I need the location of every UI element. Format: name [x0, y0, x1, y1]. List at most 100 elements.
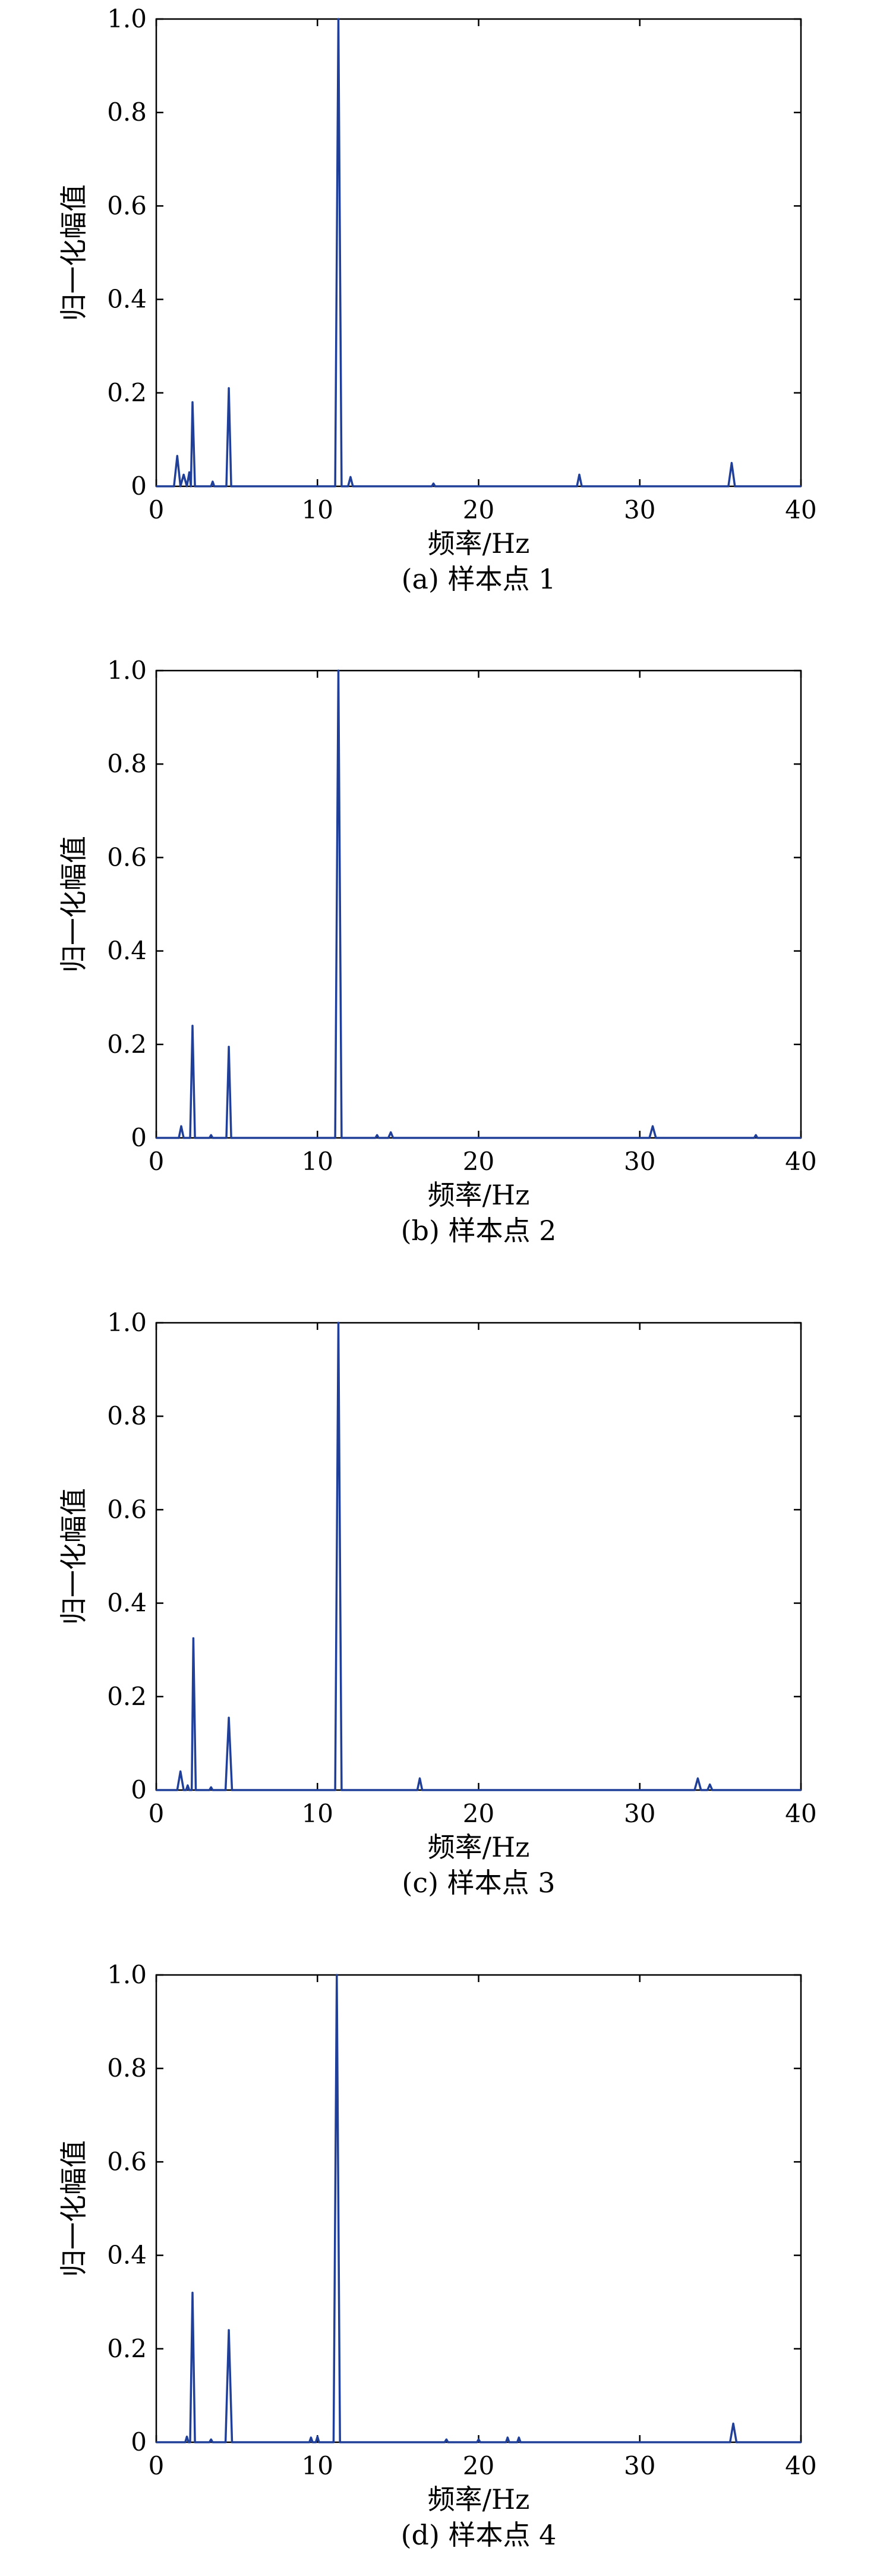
data-point [652, 1125, 654, 1127]
data-point [755, 1134, 756, 1136]
data-point [228, 1717, 229, 1718]
x-tick-label: 0 [149, 495, 165, 524]
data-point [156, 1789, 157, 1791]
data-point [709, 1784, 711, 1785]
y-axis-label: 归一化幅值 [58, 1488, 90, 1625]
data-point [194, 2442, 195, 2443]
data-point [729, 2442, 731, 2443]
data-point [649, 1137, 650, 1138]
data-point [694, 1789, 695, 1791]
data-point [387, 1137, 389, 1138]
data-point [188, 1789, 190, 1791]
spectrum-series-line [156, 18, 801, 487]
x-tick-label: 10 [302, 2451, 333, 2480]
data-point [581, 486, 582, 487]
data-point [339, 2442, 341, 2443]
data-point [335, 486, 336, 487]
data-point [317, 2436, 318, 2437]
data-point [176, 1789, 178, 1791]
x-tick-label: 30 [624, 2451, 655, 2480]
data-point [520, 2442, 521, 2443]
y-tick-label: 0 [131, 1775, 147, 1804]
data-point [701, 1789, 702, 1791]
y-tick-label: 1.0 [107, 1308, 147, 1337]
data-point [192, 401, 193, 403]
data-point [190, 2442, 191, 2443]
data-point [179, 486, 181, 487]
data-point [212, 481, 213, 482]
data-point [190, 486, 192, 487]
y-tick-label: 0.8 [107, 2053, 147, 2083]
data-point [375, 1137, 376, 1138]
data-point [800, 2442, 802, 2443]
data-point [655, 1137, 657, 1138]
data-point [226, 486, 227, 487]
data-point [183, 1789, 184, 1791]
data-point [193, 1637, 194, 1639]
plot-frame [155, 18, 802, 487]
data-point [390, 1131, 392, 1133]
y-tick-label: 0.4 [107, 1589, 147, 1618]
y-tick-label: 0.2 [107, 1030, 147, 1059]
data-point [335, 1137, 336, 1138]
data-point [419, 1778, 421, 1779]
y-tick-label: 0 [131, 471, 147, 501]
data-point [192, 2292, 193, 2294]
data-point [318, 2442, 320, 2443]
spectrum-series-line [156, 1974, 801, 2443]
x-tick-label: 30 [624, 1147, 655, 1176]
data-point [183, 1137, 184, 1138]
x-axis-label: 频率/Hz [428, 527, 530, 559]
data-point [431, 486, 433, 487]
y-axis-label: 归一化幅值 [58, 2140, 90, 2277]
x-tick-label: 30 [624, 495, 655, 524]
data-point [228, 1046, 229, 1048]
data-point [194, 1137, 195, 1138]
data-point [800, 486, 802, 487]
data-point [518, 2437, 520, 2438]
data-point [800, 1789, 802, 1791]
data-point [212, 2442, 213, 2443]
panel-caption: (b) 样本点 2 [401, 1215, 557, 1247]
data-point [210, 2439, 212, 2440]
y-tick-label: 0.2 [107, 1682, 147, 1711]
plot-frame [155, 669, 802, 1139]
data-point [228, 2329, 229, 2331]
data-point [209, 1789, 210, 1791]
spectrum-series-line [156, 1322, 801, 1791]
data-point [341, 486, 342, 487]
data-point [417, 1789, 418, 1791]
y-tick-label: 0.8 [107, 749, 147, 778]
y-tick-label: 0 [131, 2427, 147, 2457]
data-point [347, 486, 349, 487]
y-tick-label: 0.6 [107, 191, 147, 220]
data-point [479, 2442, 481, 2443]
x-axis-label: 频率/Hz [428, 1179, 530, 1211]
data-point [231, 486, 232, 487]
y-tick-label: 0.2 [107, 2334, 147, 2363]
data-point [210, 486, 212, 487]
data-point [231, 1789, 233, 1791]
data-point [576, 486, 578, 487]
x-axis-label: 频率/Hz [428, 2483, 530, 2515]
data-point [312, 2442, 313, 2443]
data-point [190, 1137, 191, 1138]
data-point [212, 1789, 213, 1791]
data-point [197, 486, 199, 487]
x-tick-label: 0 [149, 1147, 165, 1176]
y-tick-label: 0.8 [107, 97, 147, 127]
data-point [505, 2442, 507, 2443]
data-point [188, 471, 190, 473]
data-point [176, 455, 178, 457]
data-point [800, 1137, 802, 1138]
data-point [156, 2442, 157, 2443]
data-point [183, 474, 184, 476]
y-tick-label: 0.8 [107, 1401, 147, 1430]
x-tick-label: 10 [302, 495, 333, 524]
y-axis-label: 归一化幅值 [58, 184, 90, 321]
data-point [509, 2442, 510, 2443]
data-point [186, 2436, 188, 2437]
data-point [341, 1137, 342, 1138]
